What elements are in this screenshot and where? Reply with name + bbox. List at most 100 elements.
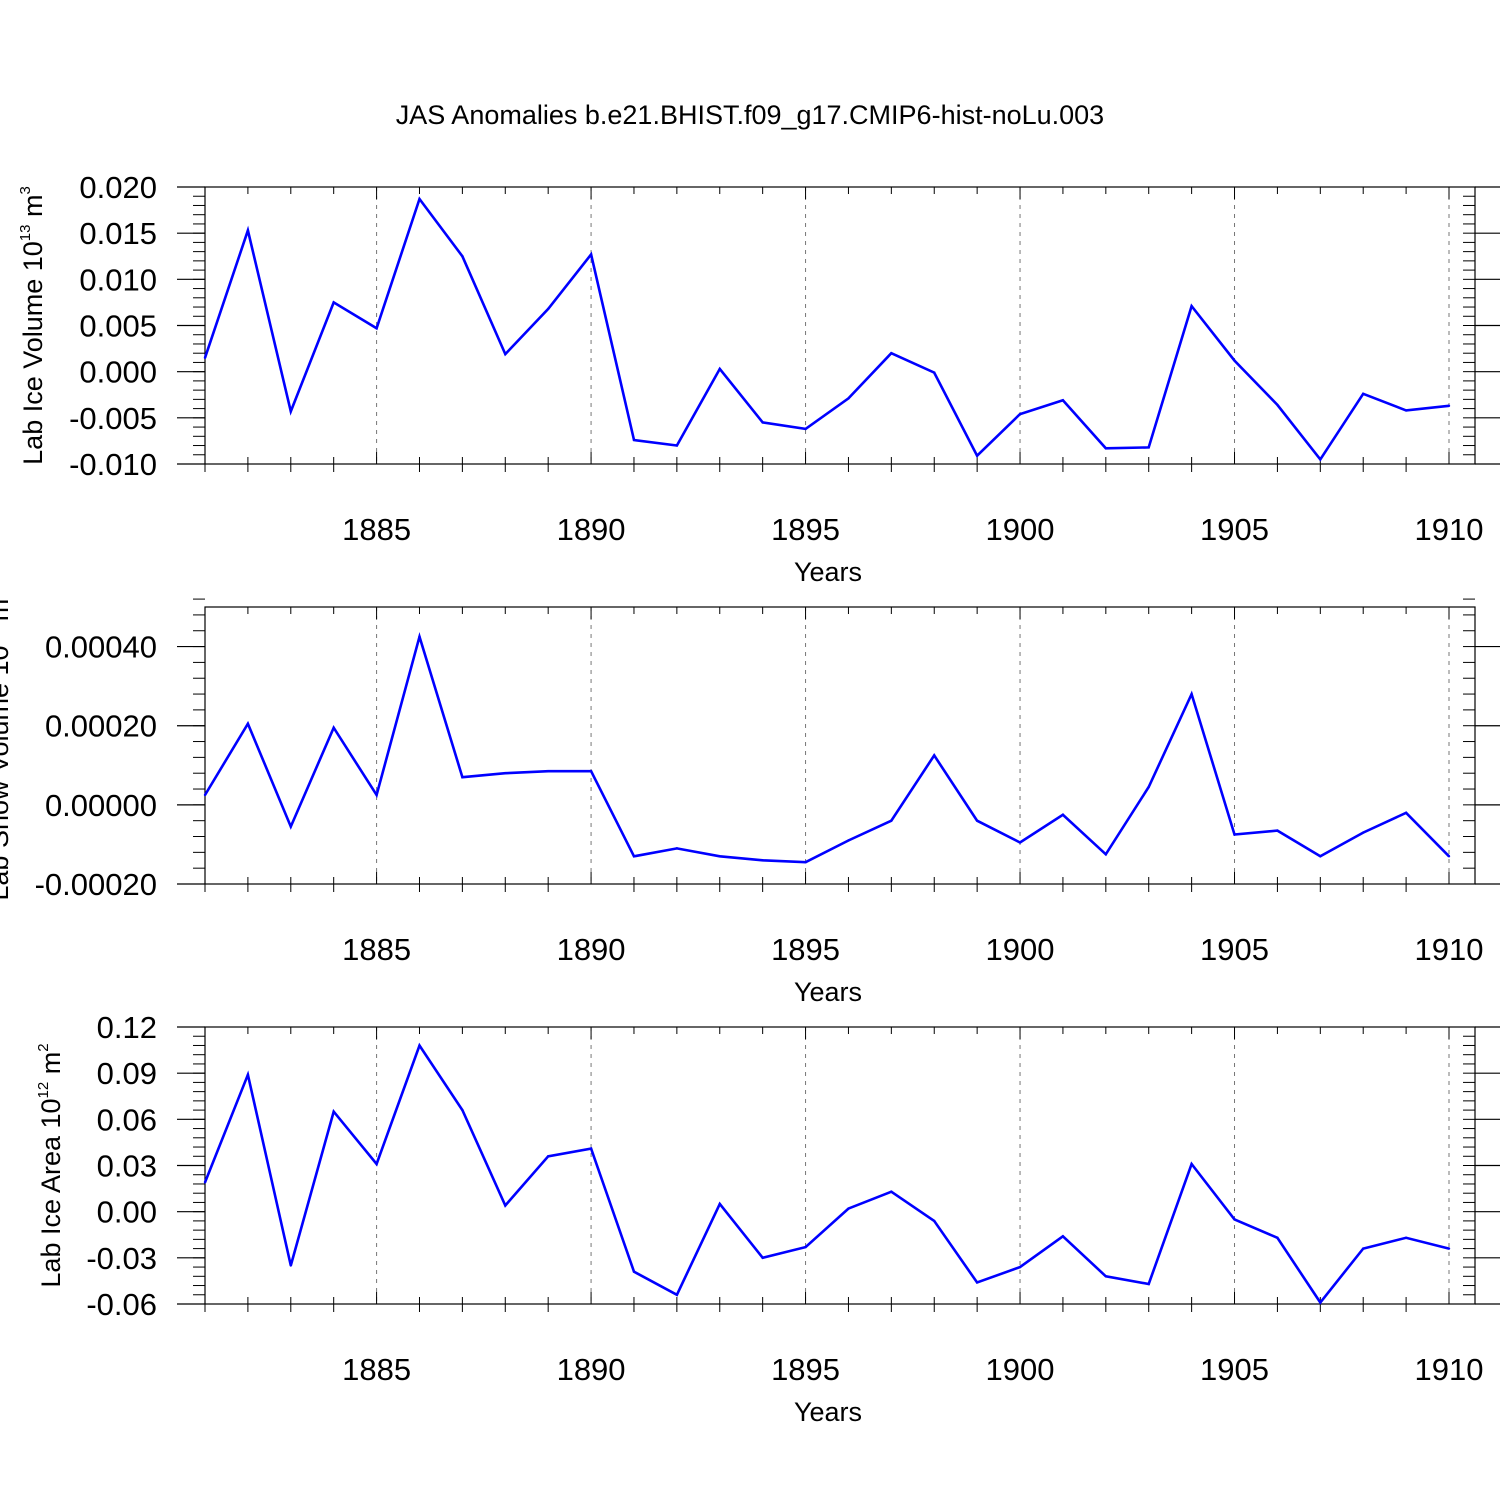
series-line bbox=[203, 1042, 1450, 1305]
data-point bbox=[1319, 458, 1322, 461]
chart-panel-2: -0.00020 0.00000 0.00020 0.00040 1885 1890 189… bbox=[0, 590, 1500, 1007]
data-point bbox=[804, 427, 807, 431]
y-tick-label: 0.00 bbox=[97, 1195, 157, 1230]
data-point bbox=[589, 253, 593, 256]
y-tick-label: 0.005 bbox=[79, 309, 157, 344]
data-point bbox=[804, 861, 807, 864]
y-tick-label: 0.12 bbox=[97, 1010, 157, 1045]
data-point bbox=[504, 352, 507, 356]
y-tick-label: 0.00000 bbox=[45, 788, 157, 823]
data-point bbox=[975, 1281, 979, 1284]
x-tick-label: 1885 bbox=[342, 1352, 411, 1387]
data-point bbox=[718, 855, 721, 858]
data-point bbox=[1276, 829, 1279, 832]
data-point bbox=[1018, 412, 1022, 416]
data-point bbox=[1404, 409, 1408, 412]
data-point bbox=[761, 859, 764, 862]
x-tick-label: 1910 bbox=[1415, 932, 1484, 967]
series-line bbox=[203, 196, 1450, 462]
y-tick-label: 0.020 bbox=[79, 170, 157, 205]
x-tick-label: 1895 bbox=[771, 512, 840, 547]
data-point bbox=[375, 1162, 378, 1166]
x-tick-label: 1900 bbox=[986, 1352, 1055, 1387]
x-tick-label: 1890 bbox=[557, 932, 626, 967]
data-point bbox=[1061, 399, 1065, 402]
y-tick-label: 0.03 bbox=[97, 1149, 157, 1184]
x-tick-label: 1905 bbox=[1200, 512, 1269, 547]
data-point bbox=[1190, 692, 1193, 696]
data-point bbox=[546, 1155, 550, 1158]
data-point bbox=[933, 1219, 936, 1223]
figure-title: JAS Anomalies b.e21.BHIST.f09_g17.CMIP6-… bbox=[396, 100, 1104, 130]
data-point bbox=[1018, 1265, 1022, 1269]
data-point bbox=[1233, 833, 1236, 836]
data-point bbox=[632, 438, 636, 442]
data-point bbox=[375, 793, 378, 797]
data-point bbox=[1276, 1236, 1279, 1240]
data-point bbox=[675, 444, 679, 447]
x-tick-label: 1910 bbox=[1415, 512, 1484, 547]
data-point bbox=[504, 772, 507, 775]
data-point bbox=[1061, 1235, 1065, 1238]
data-point bbox=[890, 1190, 893, 1193]
x-axis-label: Years bbox=[794, 557, 862, 587]
data-point bbox=[890, 819, 893, 822]
data-point bbox=[890, 352, 893, 355]
data-point bbox=[418, 197, 421, 201]
data-point bbox=[1319, 855, 1322, 858]
x-tick-label: 1890 bbox=[557, 512, 626, 547]
data-point bbox=[632, 855, 636, 858]
data-point bbox=[1061, 813, 1065, 816]
y-tick-label: -0.03 bbox=[86, 1241, 157, 1276]
data-point bbox=[589, 1147, 593, 1150]
x-axis-label: Years bbox=[794, 977, 862, 1007]
data-point bbox=[718, 1202, 721, 1206]
x-tick-label: 1885 bbox=[342, 932, 411, 967]
data-point bbox=[1362, 392, 1365, 396]
y-tick-label: 0.06 bbox=[97, 1102, 157, 1137]
data-point bbox=[1447, 855, 1451, 858]
data-point bbox=[1233, 359, 1236, 362]
chart-panel-3: -0.06 -0.03 0.00 0.03 0.06 0.09 0.12 1885 1890 18… bbox=[35, 1010, 1500, 1427]
data-point bbox=[246, 1073, 250, 1076]
y-tick-label: 0.000 bbox=[79, 355, 157, 390]
y-axis-label: Lab Snow Volume 1013 m3 bbox=[0, 590, 14, 900]
y-axis-label: Lab Ice Volume 1013 m3 bbox=[17, 186, 48, 465]
chart-panel-1: -0.010 -0.005 0.000 0.005 0.010 0.015 0.020 188… bbox=[17, 170, 1500, 587]
data-point bbox=[1319, 1301, 1322, 1304]
y-tick-label: -0.005 bbox=[69, 401, 157, 436]
data-point bbox=[1147, 785, 1150, 789]
data-point bbox=[203, 356, 207, 360]
data-point bbox=[332, 1110, 335, 1113]
data-point bbox=[1447, 404, 1451, 408]
data-point bbox=[718, 367, 721, 371]
data-point bbox=[761, 421, 764, 424]
y-tick-label: 0.010 bbox=[79, 262, 157, 297]
data-point bbox=[1147, 446, 1150, 449]
data-point bbox=[1104, 447, 1108, 450]
series-line bbox=[203, 632, 1450, 864]
data-point bbox=[289, 410, 292, 413]
data-point bbox=[761, 1256, 764, 1260]
y-tick-label: -0.00020 bbox=[35, 867, 157, 902]
data-point bbox=[847, 839, 850, 842]
x-tick-label: 1890 bbox=[557, 1352, 626, 1387]
x-tick-label: 1910 bbox=[1415, 1352, 1484, 1387]
data-point bbox=[1190, 304, 1193, 308]
data-point bbox=[546, 770, 550, 773]
data-point bbox=[675, 847, 679, 850]
data-point bbox=[546, 307, 550, 311]
data-point bbox=[1104, 1275, 1108, 1278]
x-tick-label: 1905 bbox=[1200, 932, 1269, 967]
data-point bbox=[589, 770, 593, 773]
data-point bbox=[203, 1181, 207, 1184]
data-point bbox=[1404, 1236, 1408, 1240]
data-point bbox=[461, 255, 464, 258]
x-tick-label: 1905 bbox=[1200, 1352, 1269, 1387]
data-point bbox=[289, 1264, 292, 1267]
data-point bbox=[933, 754, 936, 757]
data-point bbox=[289, 825, 292, 828]
x-tick-label: 1895 bbox=[771, 932, 840, 967]
data-point bbox=[1362, 831, 1365, 834]
